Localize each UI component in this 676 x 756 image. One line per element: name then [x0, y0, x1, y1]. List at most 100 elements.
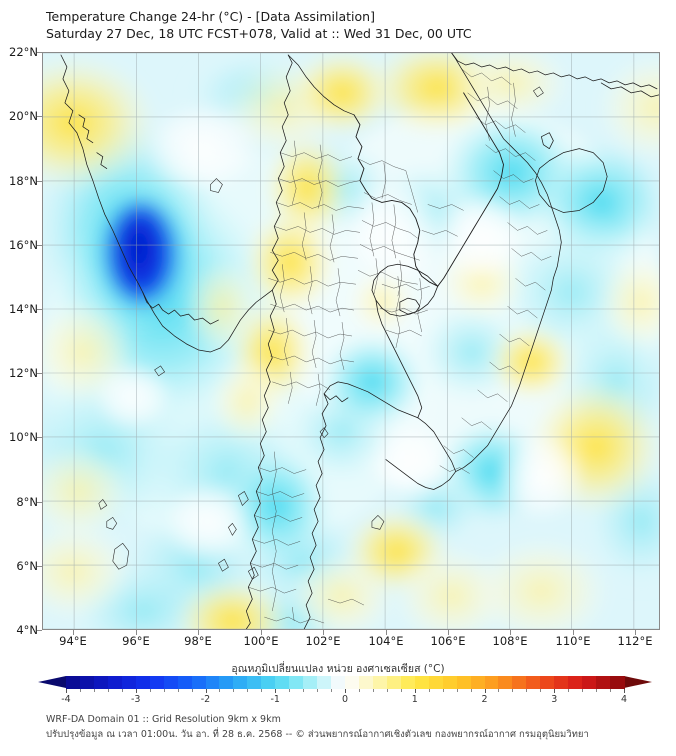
chart-title-line-1: Temperature Change 24-hr (°C) - [Data As… — [46, 9, 375, 24]
colorbar-band — [470, 676, 486, 689]
x-tick-94e: 94°E — [59, 634, 87, 648]
colorbar-band — [79, 676, 95, 689]
colorbar-tick — [484, 689, 486, 693]
colorbar-band — [512, 676, 527, 689]
colorbar-minor-tick — [470, 689, 472, 692]
colorbar-band — [442, 676, 458, 689]
colorbar-tick — [275, 689, 277, 693]
colorbar-minor-tick — [121, 689, 123, 692]
colorbar-tick — [414, 689, 416, 693]
colorbar-minor-tick — [163, 689, 165, 692]
colorbar-band — [289, 676, 304, 689]
footer-block: WRF-DA Domain 01 :: Grid Resolution 9km … — [46, 712, 666, 742]
colorbar-minor-tick — [610, 689, 612, 692]
colorbar-minor-tick — [386, 689, 388, 692]
lat-lon-gridlines — [43, 53, 659, 629]
colorbar-minor-tick — [219, 689, 221, 692]
colorbar-tick-label: 3 — [551, 694, 558, 705]
colorbar-band — [358, 676, 374, 689]
y-tick-8n: 8°N — [16, 495, 38, 509]
x-tick-110e: 110°E — [555, 634, 591, 648]
colorbar-minor-tick — [456, 689, 458, 692]
colorbar-band — [610, 676, 625, 689]
colorbar-minor-tick — [442, 689, 444, 692]
colorbar-minor-tick — [512, 689, 514, 692]
colorbar-gradient — [66, 676, 625, 689]
colorbar-tick-label: -2 — [200, 694, 211, 705]
colorbar-band — [498, 676, 513, 689]
colorbar-band — [247, 676, 262, 689]
footer-line-model-info: WRF-DA Domain 01 :: Grid Resolution 9km … — [46, 714, 281, 725]
colorbar-tick-label: 4 — [620, 694, 628, 705]
colorbar-tick — [135, 689, 137, 693]
colorbar-tick-label: -1 — [270, 694, 280, 705]
colorbar-band — [66, 676, 81, 689]
colorbar-minor-tick — [303, 689, 305, 692]
colorbar-minor-tick — [400, 689, 402, 692]
colorbar-minor-tick — [93, 689, 95, 692]
x-tick-108e: 108°E — [492, 634, 528, 648]
colorbar-band — [414, 676, 430, 689]
colorbar-band — [275, 676, 290, 689]
colorbar-band — [568, 676, 583, 689]
colorbar-band — [163, 676, 179, 689]
y-tick-20n: 20°N — [9, 109, 38, 123]
colorbar-band — [386, 676, 402, 689]
colorbar-under-arrow — [38, 676, 66, 688]
y-tick-14n: 14°N — [9, 302, 38, 316]
colorbar-tick — [205, 689, 207, 693]
colorbar-minor-tick — [149, 689, 151, 692]
colorbar-tick-label: 0 — [341, 694, 349, 705]
x-tick-100e: 100°E — [243, 634, 279, 648]
colorbar-tick-label: 2 — [481, 694, 488, 705]
y-tick-6n: 6°N — [16, 559, 38, 573]
colorbar-tick — [624, 689, 625, 693]
colorbar: อุณหภูมิเปลี่ยนแปลง หน่วย องศาเซลเซียส (… — [0, 660, 676, 708]
colorbar-tick — [554, 689, 556, 693]
colorbar-band — [540, 676, 555, 689]
colorbar-band — [554, 676, 569, 689]
colorbar-band — [331, 676, 346, 689]
colorbar-band — [456, 676, 472, 689]
colorbar-band — [191, 676, 207, 689]
colorbar-band — [484, 676, 500, 689]
colorbar-minor-tick — [107, 689, 109, 692]
colorbar-band — [177, 676, 193, 689]
x-tick-104e: 104°E — [368, 634, 404, 648]
y-tick-18n: 18°N — [9, 174, 38, 188]
chart-title-block: Temperature Change 24-hr (°C) - [Data As… — [46, 8, 646, 42]
y-tick-10n: 10°N — [9, 430, 38, 444]
colorbar-band — [596, 676, 611, 689]
y-tick-22n: 22°N — [9, 45, 38, 59]
y-tick-4n: 4°N — [16, 623, 38, 637]
colorbar-minor-tick — [526, 689, 528, 692]
colorbar-minor-tick — [177, 689, 179, 692]
colorbar-minor-tick — [191, 689, 193, 692]
colorbar-tick-label: 1 — [411, 694, 418, 705]
colorbar-band — [135, 676, 151, 689]
colorbar-band — [93, 676, 109, 689]
colorbar-band — [219, 676, 234, 689]
colorbar-minor-tick — [261, 689, 263, 692]
colorbar-band — [121, 676, 137, 689]
x-tick-98e: 98°E — [184, 634, 212, 648]
colorbar-minor-tick — [428, 689, 430, 692]
coastline-and-border-layer — [60, 53, 659, 629]
colorbar-band — [303, 676, 318, 689]
chart-title-line-2: Saturday 27 Dec, 18 UTC FCST+078, Valid … — [46, 26, 472, 41]
y-tick-16n: 16°N — [9, 238, 38, 252]
colorbar-tick-label: -3 — [131, 694, 141, 705]
x-tick-112e: 112°E — [617, 634, 653, 648]
cold-core-bay-of-bengal — [90, 189, 195, 326]
colorbar-band — [345, 676, 360, 689]
y-tick-12n: 12°N — [9, 366, 38, 380]
colorbar-band — [107, 676, 123, 689]
colorbar-minor-tick — [372, 689, 374, 692]
colorbar-band — [582, 676, 597, 689]
colorbar-minor-tick — [358, 689, 360, 692]
temperature-anomaly-map[interactable] — [42, 52, 660, 630]
colorbar-minor-tick — [331, 689, 333, 692]
colorbar-minor-tick — [317, 689, 319, 692]
footer-line-credit: ปรับปรุงข้อมูล ณ เวลา 01:00น. วัน อา. ที… — [46, 729, 589, 740]
colorbar-band — [149, 676, 165, 689]
